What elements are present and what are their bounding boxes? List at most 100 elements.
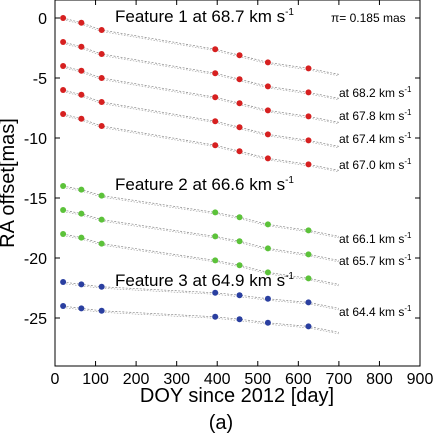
model-curve xyxy=(63,281,339,309)
data-point xyxy=(212,70,219,77)
model-curve xyxy=(63,91,339,149)
data-point xyxy=(305,227,312,234)
data-point xyxy=(236,292,243,299)
data-point xyxy=(264,107,271,114)
data-point xyxy=(236,238,243,245)
x-tick-label: 800 xyxy=(366,371,393,388)
x-axis-title: DOY since 2012 [day] xyxy=(140,385,334,407)
x-tick-label: 900 xyxy=(407,371,434,388)
data-point xyxy=(78,115,85,122)
parallax-note: π= 0.185 mas xyxy=(331,11,406,25)
model-curve xyxy=(63,209,339,261)
data-point xyxy=(78,281,85,288)
model-curve xyxy=(63,305,339,333)
data-point xyxy=(60,15,67,21)
model-curve xyxy=(63,115,339,173)
data-point xyxy=(236,262,243,269)
x-tick-label: 0 xyxy=(51,371,60,388)
model-curve xyxy=(63,65,339,123)
data-point xyxy=(60,39,67,45)
data-point xyxy=(264,155,271,162)
x-tick-label: 400 xyxy=(204,371,231,388)
data-point xyxy=(305,137,312,144)
data-point xyxy=(78,67,85,74)
figure-caption: (a) xyxy=(209,412,233,434)
data-point xyxy=(78,210,85,217)
data-point xyxy=(78,305,85,312)
model-curve xyxy=(63,283,339,311)
data-point xyxy=(305,65,312,72)
model-curve xyxy=(63,235,339,287)
data-point xyxy=(305,251,312,258)
data-point xyxy=(98,27,105,33)
data-point xyxy=(60,111,67,117)
x-tick-label: 200 xyxy=(123,371,150,388)
x-tick-label: 600 xyxy=(285,371,312,388)
model-curve xyxy=(63,233,339,285)
data-point xyxy=(236,52,243,59)
data-point xyxy=(98,51,105,57)
data-point xyxy=(98,240,105,247)
y-tick-label: -5 xyxy=(33,71,47,88)
data-point xyxy=(98,75,105,81)
data-point xyxy=(212,209,219,216)
x-tick-label: 300 xyxy=(163,371,190,388)
model-curve xyxy=(63,113,339,171)
data-point xyxy=(60,207,67,213)
velocity-label: at 68.2 km s-1 xyxy=(339,85,412,100)
data-point xyxy=(305,275,312,282)
data-point xyxy=(212,46,219,53)
data-point xyxy=(236,124,243,131)
data-point xyxy=(305,323,312,330)
model-curve xyxy=(63,185,339,237)
data-point xyxy=(212,142,219,149)
plot-frame xyxy=(54,0,421,367)
data-point xyxy=(212,118,219,125)
model-curve xyxy=(63,211,339,263)
data-point xyxy=(98,307,105,314)
data-point xyxy=(60,231,67,237)
velocity-label: at 67.8 km s-1 xyxy=(339,108,412,123)
data-point xyxy=(236,100,243,107)
data-point xyxy=(264,59,271,66)
model-curve xyxy=(63,41,339,99)
x-tick-label: 100 xyxy=(82,371,109,388)
data-point xyxy=(98,123,105,129)
model-curve xyxy=(63,17,339,75)
data-point xyxy=(60,63,67,69)
velocity-label: at 67.4 km s-1 xyxy=(339,131,412,146)
y-tick-label: 0 xyxy=(38,11,47,28)
data-point xyxy=(305,299,312,306)
velocity-label: at 66.1 km s-1 xyxy=(339,231,412,246)
data-point xyxy=(264,221,271,228)
data-point xyxy=(78,43,85,50)
data-point xyxy=(264,319,271,326)
data-point xyxy=(305,113,312,120)
x-tick-label: 500 xyxy=(244,371,271,388)
feature-label: Feature 3 at 64.9 km s-1 xyxy=(115,271,294,290)
model-curve xyxy=(63,67,339,125)
data-point xyxy=(212,289,219,296)
velocity-label: at 65.7 km s-1 xyxy=(339,253,412,268)
model-curve xyxy=(63,307,339,335)
data-point xyxy=(98,192,105,199)
data-point xyxy=(236,148,243,155)
data-point xyxy=(236,76,243,83)
feature-label: Feature 1 at 68.7 km s-1 xyxy=(115,7,294,26)
data-point xyxy=(60,183,67,189)
data-point xyxy=(60,279,67,285)
data-point xyxy=(78,91,85,98)
y-tick-label: -10 xyxy=(24,131,47,148)
model-curve xyxy=(63,19,339,77)
x-tick-label: 700 xyxy=(326,371,353,388)
data-point xyxy=(264,269,271,276)
data-point xyxy=(98,216,105,223)
data-point xyxy=(236,214,243,221)
data-point xyxy=(98,283,105,290)
data-point xyxy=(305,89,312,96)
data-point xyxy=(78,186,85,193)
data-point xyxy=(212,94,219,101)
feature-label: Feature 2 at 66.6 km s-1 xyxy=(115,175,294,194)
y-axis-title: RA offset[mas] xyxy=(0,118,19,248)
